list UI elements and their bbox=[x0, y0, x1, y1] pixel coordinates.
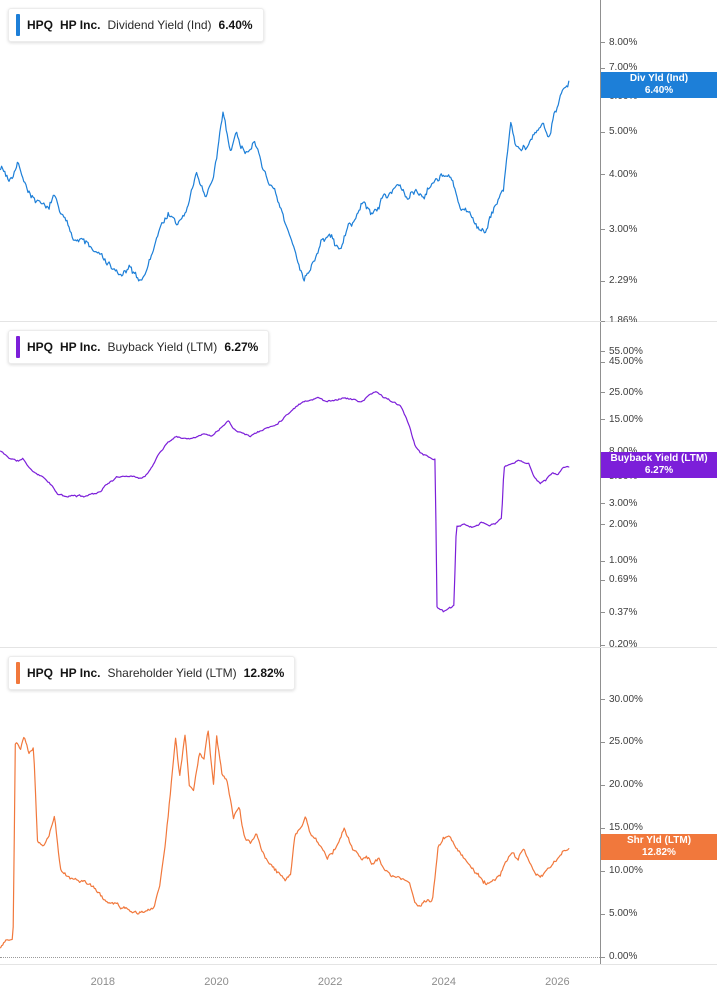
shareholder-yield-line-chart[interactable] bbox=[0, 648, 600, 964]
axis-tick-label: 20.00% bbox=[609, 779, 643, 791]
axis-tick-label: 2.00% bbox=[609, 518, 638, 530]
panel-dividend-yield: 8.00%7.00%6.00%5.00%4.00%3.00%2.29%1.86%… bbox=[0, 0, 717, 326]
axis-tick-mark bbox=[601, 827, 605, 829]
axis-tick-mark bbox=[601, 956, 605, 958]
buyback-yield-line bbox=[0, 391, 570, 613]
ticker-symbol: HPQ bbox=[27, 666, 54, 680]
panel-buyback-yield: 55.00%45.00%25.00%15.00%8.00%5.00%3.00%2… bbox=[0, 322, 717, 650]
metric-name: Buyback Yield (LTM) bbox=[107, 340, 218, 354]
chart-legend-dividend-yield[interactable]: HPQ HP Inc. Dividend Yield (Ind) 6.40% bbox=[8, 8, 264, 42]
axis-tick-mark bbox=[601, 392, 605, 394]
axis-tick-label: 0.00% bbox=[609, 951, 638, 963]
axis-tick-mark bbox=[601, 579, 605, 581]
axis-tick-label: 15.00% bbox=[609, 822, 643, 834]
axis-tick-mark bbox=[601, 419, 605, 421]
axis-tick-mark bbox=[601, 67, 605, 69]
axis-tick-label: 3.00% bbox=[609, 223, 638, 235]
axis-tick-mark bbox=[601, 870, 605, 872]
axis-tick-label: 1.00% bbox=[609, 555, 638, 567]
shareholder-yield-line bbox=[0, 730, 570, 949]
chart-legend-buyback-yield[interactable]: HPQ HP Inc. Buyback Yield (LTM) 6.27% bbox=[8, 330, 270, 364]
axis-tick-mark bbox=[601, 320, 605, 322]
axis-tick-mark bbox=[601, 699, 605, 701]
axis-tick-label: 15.00% bbox=[609, 413, 643, 425]
last-value-badge-dividend-yield: Div Yld (Ind) 6.40% bbox=[601, 72, 717, 98]
badge-metric-label: Div Yld (Ind) bbox=[629, 73, 689, 84]
buyback-yield-line-chart[interactable] bbox=[0, 322, 600, 647]
y-axis-buyback-yield: 55.00%45.00%25.00%15.00%8.00%5.00%3.00%2… bbox=[600, 322, 717, 650]
y-axis-shareholder-yield: 30.00% 25.00% 20.00% 15.00% 10.00% 5.00% 0.00% bbox=[600, 648, 717, 964]
x-axis-year-label: 2018 bbox=[90, 976, 116, 988]
company-name: HP Inc. bbox=[60, 340, 101, 354]
axis-tick-label: 5.00% bbox=[609, 908, 638, 920]
company-name: HP Inc. bbox=[60, 666, 101, 680]
axis-tick-mark bbox=[601, 280, 605, 282]
y-axis-dividend-yield: 8.00%7.00%6.00%5.00%4.00%3.00%2.29%1.86% bbox=[600, 0, 717, 326]
axis-tick-label: 5.00% bbox=[609, 126, 638, 138]
ticker-symbol: HPQ bbox=[27, 18, 54, 32]
x-axis-year-label: 2022 bbox=[317, 976, 343, 988]
axis-tick-label: 0.20% bbox=[609, 639, 638, 651]
metric-value: 12.82% bbox=[243, 666, 285, 680]
company-name: HP Inc. bbox=[60, 18, 101, 32]
metric-name: Shareholder Yield (LTM) bbox=[107, 666, 237, 680]
axis-tick-mark bbox=[601, 361, 605, 363]
axis-tick-mark bbox=[601, 174, 605, 176]
axis-tick-mark bbox=[601, 229, 605, 231]
axis-tick-mark bbox=[601, 131, 605, 133]
axis-tick-mark bbox=[601, 503, 605, 505]
x-axis-year-label: 2024 bbox=[431, 976, 456, 988]
axis-tick-label: 0.69% bbox=[609, 574, 638, 586]
axis-tick-label: 3.00% bbox=[609, 497, 638, 509]
last-value-badge-buyback-yield: Buyback Yield (LTM) 6.27% bbox=[601, 452, 717, 478]
axis-tick-mark bbox=[601, 351, 605, 353]
axis-tick-label: 25.00% bbox=[609, 386, 643, 398]
axis-tick-label: 1.86% bbox=[609, 315, 638, 326]
chart-legend-shareholder-yield[interactable]: HPQ HP Inc. Shareholder Yield (LTM) 12.8… bbox=[8, 656, 296, 690]
axis-tick-mark bbox=[601, 741, 605, 743]
axis-tick-mark bbox=[601, 42, 605, 44]
zero-reference-line bbox=[0, 957, 600, 959]
axis-tick-label: 30.00% bbox=[609, 693, 643, 705]
badge-value-label: 6.27% bbox=[644, 465, 674, 476]
axis-tick-mark bbox=[601, 784, 605, 786]
axis-tick-label: 0.37% bbox=[609, 606, 638, 618]
badge-value-label: 12.82% bbox=[642, 847, 676, 858]
axis-tick-label: 8.00% bbox=[609, 36, 638, 48]
dividend-yield-line bbox=[0, 80, 570, 282]
last-value-badge-shareholder-yield: Shr Yld (LTM) 12.82% bbox=[601, 834, 717, 860]
metric-name: Dividend Yield (Ind) bbox=[107, 18, 212, 32]
axis-tick-label: 7.00% bbox=[609, 62, 638, 74]
axis-tick-mark bbox=[601, 644, 605, 646]
series-color-bar bbox=[16, 662, 20, 684]
series-color-bar bbox=[16, 14, 20, 36]
dividend-yield-line-chart[interactable] bbox=[0, 0, 600, 321]
metric-value: 6.40% bbox=[218, 18, 253, 32]
axis-tick-mark bbox=[601, 612, 605, 614]
x-axis-year-label: 2020 bbox=[204, 976, 229, 988]
x-axis-year-label: 2026 bbox=[545, 976, 570, 988]
axis-tick-label: 25.00% bbox=[609, 736, 643, 748]
axis-tick-mark bbox=[601, 560, 605, 562]
badge-metric-label: Shr Yld (LTM) bbox=[626, 835, 692, 846]
axis-tick-label: 55.00% bbox=[609, 345, 643, 357]
axis-tick-label: 4.00% bbox=[609, 168, 638, 180]
axis-tick-label: 8.00% bbox=[609, 446, 637, 458]
axis-tick-label: 2.29% bbox=[609, 275, 638, 287]
metric-value: 6.27% bbox=[224, 340, 259, 354]
axis-tick-label: 45.00% bbox=[609, 356, 643, 368]
ticker-symbol: HPQ bbox=[27, 340, 54, 354]
axis-tick-mark bbox=[601, 524, 605, 526]
badge-value-label: 6.40% bbox=[644, 85, 674, 96]
series-color-bar bbox=[16, 336, 20, 358]
badge-metric-label: Buyback Yield (LTM) bbox=[610, 453, 708, 464]
x-axis-dates: 2018 2020 2022 2024 2026 bbox=[0, 965, 717, 1005]
axis-tick-mark bbox=[601, 913, 605, 915]
axis-tick-label: 10.00% bbox=[609, 865, 643, 877]
panel-shareholder-yield: 30.00% 25.00% 20.00% 15.00% 10.00% 5.00% 0.00%… bbox=[0, 648, 717, 965]
